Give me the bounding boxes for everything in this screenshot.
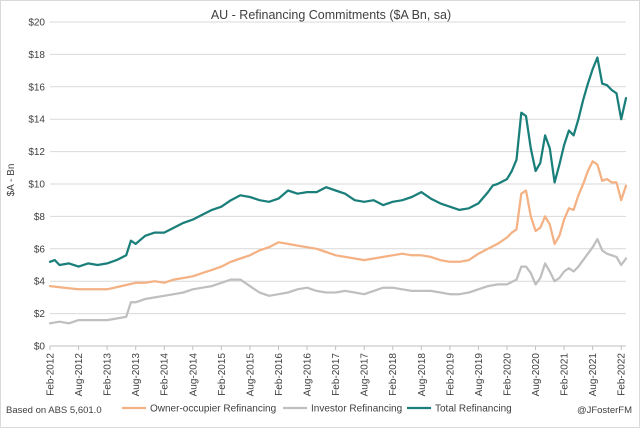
y-tick-label: $14	[28, 115, 45, 126]
series-line-1	[48, 237, 628, 325]
chart-title: AU - Refinancing Commitments ($A Bn, sa)	[211, 8, 451, 22]
y-tick-label: $20	[28, 18, 45, 29]
y-tick-label: $8	[34, 212, 46, 223]
x-tick-label: Feb-2015	[217, 353, 228, 396]
gridlines	[50, 21, 626, 347]
x-tick-label: Feb-2018	[388, 353, 399, 396]
x-tick-label: Aug-2021	[588, 353, 599, 397]
x-axis-ticks: Feb-2012 Aug-2012 Feb-2013 Aug-2013 Feb-2014…	[46, 345, 628, 397]
x-tick-label: Aug-2017	[360, 353, 371, 397]
x-tick-label: Feb-2019	[445, 353, 456, 396]
legend-label-0: Owner-occupier Refinancing	[150, 404, 276, 415]
author-credit: @JFosterFM	[576, 405, 632, 416]
series-lines	[48, 56, 628, 325]
x-tick-label: Feb-2014	[160, 353, 171, 396]
series-line-2	[48, 56, 628, 268]
y-tick-label: $16	[28, 82, 45, 93]
x-tick-label: Feb-2017	[331, 353, 342, 396]
x-tick-label: Feb-2021	[560, 353, 571, 396]
legend-label-1: Investor Refinancing	[311, 404, 402, 415]
x-tick-label: Feb-2016	[274, 353, 285, 396]
x-tick-label: Aug-2020	[531, 353, 542, 397]
x-tick-label: Feb-2012	[46, 353, 57, 396]
x-tick-label: Aug-2016	[303, 353, 314, 397]
x-tick-label: Aug-2014	[188, 353, 199, 397]
x-tick-label: Aug-2013	[131, 353, 142, 397]
legend-label-2: Total Refinancing	[435, 404, 512, 415]
legend: Owner-occupier Refinancing Investor Refin…	[122, 404, 512, 415]
x-tick-label: Feb-2020	[502, 353, 513, 396]
x-tick-label: Aug-2018	[417, 353, 428, 397]
series-line-0	[48, 160, 628, 291]
x-tick-label: Feb-2013	[103, 353, 114, 396]
y-axis-ticks: $0 $2 $4 $6 $8 $10 $12 $14 $16 $18 $20	[28, 18, 45, 353]
y-tick-label: $10	[28, 180, 45, 191]
y-tick-label: $2	[34, 309, 46, 320]
y-tick-label: $12	[28, 147, 45, 158]
x-tick-label: Feb-2022	[617, 353, 628, 396]
x-tick-label: Aug-2015	[245, 353, 256, 397]
source-note: Based on ABS 5,601.0	[6, 405, 102, 416]
y-axis-label: $A - Bn	[6, 164, 17, 197]
y-tick-label: $18	[28, 50, 45, 61]
y-tick-label: $4	[34, 277, 46, 288]
y-tick-label: $0	[34, 342, 46, 353]
x-tick-label: Aug-2019	[474, 353, 485, 397]
y-tick-label: $6	[34, 244, 46, 255]
x-tick-label: Aug-2012	[74, 353, 85, 397]
